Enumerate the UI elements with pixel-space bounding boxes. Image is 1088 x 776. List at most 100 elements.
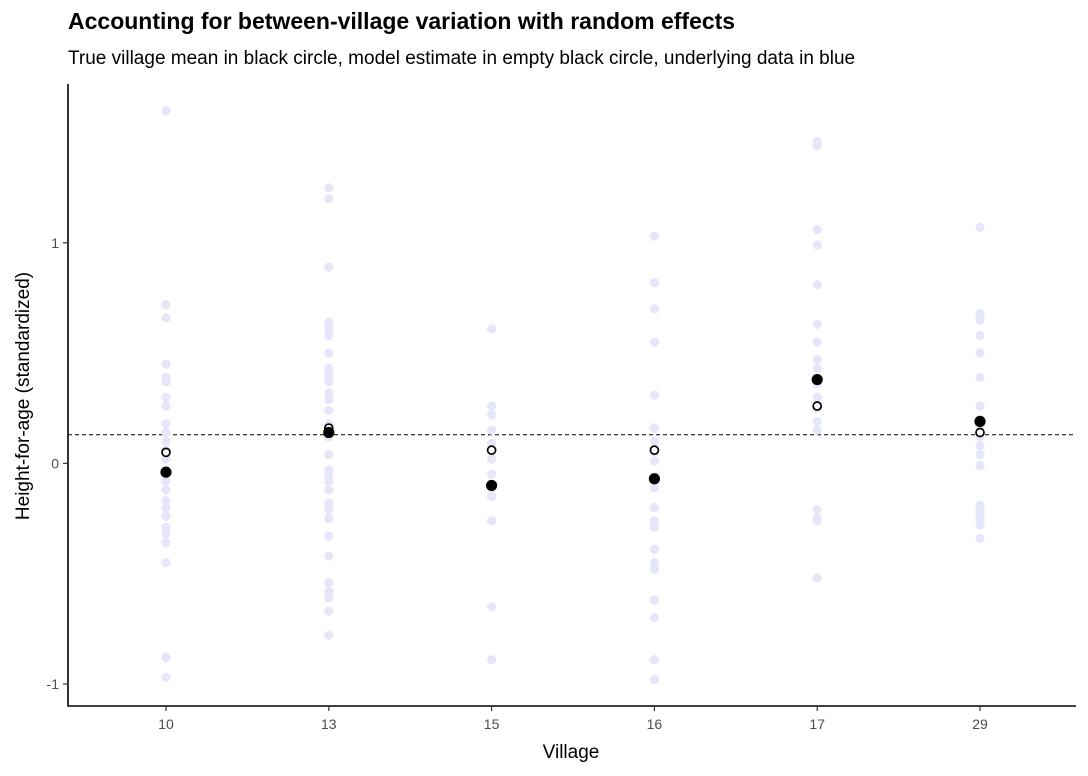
true-mean-point [486,479,498,492]
data-point [324,465,334,475]
data-point [975,500,985,510]
data-point [812,573,822,583]
data-point [161,485,171,495]
data-point [975,222,985,232]
model-estimate-point [486,445,497,455]
data-point [487,469,497,480]
data-point [812,416,822,427]
data-point [161,502,171,513]
data-point [324,630,334,641]
data-point [324,262,334,272]
data-point [975,372,985,382]
data-point [161,454,171,464]
data-point [487,425,497,435]
data-point [324,370,334,380]
data-point [324,388,334,398]
data-point [487,324,497,334]
data-point [649,304,660,314]
data-point [649,674,660,685]
data-point [649,390,660,400]
data-point [324,324,334,334]
data-point [324,449,334,460]
data-point [975,507,985,517]
data-point [649,423,660,433]
data-point [487,438,497,449]
data-point [812,280,822,290]
data-point [324,513,334,524]
data-point [649,277,660,288]
data-point [161,436,171,446]
data-point [324,330,334,341]
data-point [649,558,660,568]
data-point [161,672,171,682]
data-point [975,315,985,325]
data-point [324,531,334,541]
data-point [324,348,334,358]
y-tick-label: 0 [51,455,59,471]
data-point [975,401,985,411]
data-point [649,564,660,574]
data-point [324,505,334,515]
true-mean-point [160,466,172,478]
data-point [812,319,822,330]
data-point [161,299,171,310]
data-point [161,652,171,663]
true-mean-point [811,373,823,386]
data-point [324,476,334,486]
x-tick-label: 15 [484,716,500,732]
data-point [161,392,171,402]
data-point [649,613,660,623]
data-point [975,308,985,318]
data-point [649,522,660,532]
data-point [324,363,334,374]
data-point [649,544,660,554]
data-point [487,410,497,420]
data-point [487,602,497,612]
data-point [812,363,822,374]
data-point [487,401,497,411]
data-point [975,449,985,460]
data-point [975,520,985,530]
true-mean-point [648,473,661,485]
data-point [161,522,171,532]
data-point [161,313,171,323]
data-point [161,377,171,387]
data-point [161,359,171,369]
data-point [324,485,334,495]
model-estimate-point [975,427,985,438]
data-point [649,595,660,605]
data-point [324,593,334,603]
true-mean-point [974,415,986,428]
data-point [649,483,660,493]
data-point [161,558,171,568]
model-estimate-point [812,401,823,411]
x-tick-label: 10 [158,716,174,732]
x-tick-label: 29 [972,716,988,732]
x-tick-label: 17 [809,716,825,732]
data-point [649,655,660,665]
data-point [649,231,660,241]
data-point [812,224,822,235]
data-point [975,513,985,524]
model-estimate-point [161,447,171,458]
data-point [161,427,171,438]
model-estimate-point [649,445,660,455]
data-point [161,476,171,486]
data-point [161,496,171,506]
data-point [161,538,171,548]
data-point [812,425,822,435]
y-axis-title: Height-for-age (standardized) [13,272,34,520]
y-tick-label: -1 [47,676,60,692]
data-point [324,377,334,387]
x-tick-label: 13 [321,716,337,732]
data-point [812,392,822,402]
data-point [487,655,497,665]
data-point [975,441,985,451]
data-point [812,516,822,526]
data-point [649,502,660,513]
data-point [324,405,334,416]
data-point [649,436,660,446]
data-point [161,401,171,411]
